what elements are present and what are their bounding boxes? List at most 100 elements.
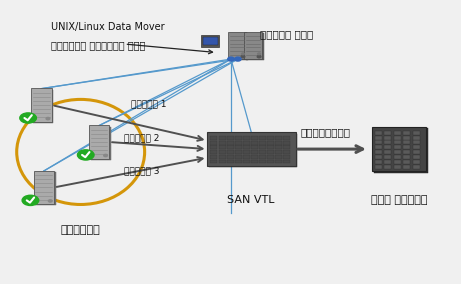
FancyBboxPatch shape [384,135,391,139]
FancyBboxPatch shape [230,33,248,60]
FancyBboxPatch shape [243,145,250,149]
FancyBboxPatch shape [413,160,420,164]
Circle shape [242,53,244,55]
Circle shape [104,154,107,157]
FancyBboxPatch shape [219,160,225,163]
Circle shape [77,150,94,160]
FancyBboxPatch shape [259,145,266,149]
FancyBboxPatch shape [413,145,420,149]
Text: SAN VTL: SAN VTL [227,195,275,205]
FancyBboxPatch shape [31,89,52,122]
FancyBboxPatch shape [235,136,242,140]
Text: ストリーム 3: ストリーム 3 [124,166,160,175]
FancyBboxPatch shape [394,155,401,159]
FancyBboxPatch shape [375,155,382,159]
FancyBboxPatch shape [384,141,391,144]
FancyBboxPatch shape [219,155,225,158]
FancyBboxPatch shape [267,136,274,140]
FancyBboxPatch shape [228,32,246,59]
FancyBboxPatch shape [375,141,382,144]
FancyBboxPatch shape [384,160,391,164]
FancyBboxPatch shape [251,150,258,154]
FancyBboxPatch shape [275,145,282,149]
FancyBboxPatch shape [394,141,401,144]
FancyBboxPatch shape [284,155,290,158]
FancyBboxPatch shape [284,136,290,140]
FancyBboxPatch shape [413,165,420,169]
FancyBboxPatch shape [413,155,420,159]
FancyBboxPatch shape [35,172,56,205]
FancyBboxPatch shape [235,155,242,158]
FancyBboxPatch shape [267,141,274,145]
FancyBboxPatch shape [203,37,218,45]
FancyBboxPatch shape [403,135,410,139]
FancyBboxPatch shape [227,141,234,145]
FancyBboxPatch shape [246,33,264,60]
FancyBboxPatch shape [403,155,410,159]
FancyBboxPatch shape [243,150,250,154]
FancyBboxPatch shape [211,150,218,154]
FancyBboxPatch shape [372,127,426,172]
FancyBboxPatch shape [251,155,258,158]
FancyBboxPatch shape [243,160,250,163]
FancyBboxPatch shape [384,165,391,169]
FancyBboxPatch shape [244,32,262,59]
FancyBboxPatch shape [227,155,234,158]
FancyBboxPatch shape [211,136,218,140]
FancyBboxPatch shape [267,160,274,163]
FancyBboxPatch shape [251,141,258,145]
Text: UNIX/Linux Data Mover: UNIX/Linux Data Mover [51,22,164,32]
FancyBboxPatch shape [413,135,420,139]
FancyBboxPatch shape [211,160,218,163]
FancyBboxPatch shape [259,150,266,154]
FancyBboxPatch shape [384,145,391,149]
FancyBboxPatch shape [375,160,382,164]
FancyBboxPatch shape [219,136,225,140]
FancyBboxPatch shape [267,145,274,149]
Text: ステージング: ステージング [61,225,100,235]
FancyBboxPatch shape [91,127,111,160]
FancyBboxPatch shape [413,141,420,144]
FancyBboxPatch shape [394,150,401,154]
FancyBboxPatch shape [243,136,250,140]
Circle shape [257,56,261,58]
Circle shape [48,200,52,202]
FancyBboxPatch shape [89,126,109,158]
Text: ストリーム 1: ストリーム 1 [131,99,167,108]
Text: テープ ライブラリ: テープ ライブラリ [371,195,427,205]
FancyBboxPatch shape [275,150,282,154]
FancyBboxPatch shape [267,150,274,154]
FancyBboxPatch shape [207,133,296,166]
FancyBboxPatch shape [384,150,391,154]
FancyBboxPatch shape [211,145,218,149]
Circle shape [22,195,39,206]
Text: ストリーム 2: ストリーム 2 [124,133,160,142]
FancyBboxPatch shape [375,145,382,149]
FancyBboxPatch shape [375,165,382,169]
FancyBboxPatch shape [259,141,266,145]
FancyBboxPatch shape [219,141,225,145]
FancyBboxPatch shape [34,171,54,204]
FancyBboxPatch shape [235,145,242,149]
FancyBboxPatch shape [403,150,410,154]
FancyBboxPatch shape [403,145,410,149]
FancyBboxPatch shape [375,150,382,154]
FancyBboxPatch shape [403,141,410,144]
FancyBboxPatch shape [403,165,410,169]
FancyBboxPatch shape [227,145,234,149]
FancyBboxPatch shape [251,160,258,163]
Text: プライマリ サーバ: プライマリ サーバ [260,29,314,39]
FancyBboxPatch shape [284,141,290,145]
FancyBboxPatch shape [394,131,401,135]
FancyBboxPatch shape [373,128,428,173]
FancyBboxPatch shape [235,150,242,154]
FancyBboxPatch shape [227,160,234,163]
FancyBboxPatch shape [219,150,225,154]
FancyBboxPatch shape [227,136,234,140]
FancyBboxPatch shape [201,35,219,47]
FancyBboxPatch shape [259,160,266,163]
FancyBboxPatch shape [243,141,250,145]
FancyBboxPatch shape [394,135,401,139]
FancyBboxPatch shape [394,145,401,149]
FancyBboxPatch shape [375,135,382,139]
